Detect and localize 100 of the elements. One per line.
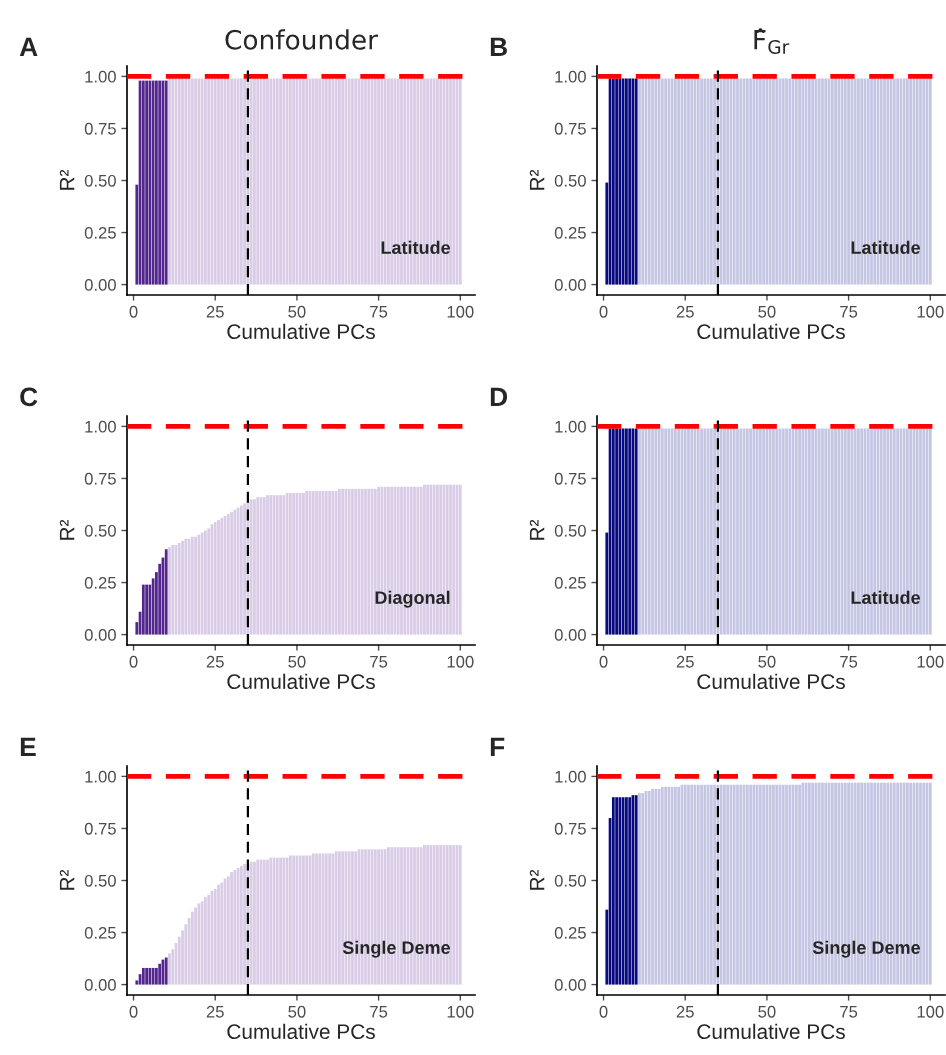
x-tick-label: 25 bbox=[676, 305, 694, 318]
y-tick-label: 0.25 bbox=[84, 226, 116, 239]
x-tick-label: 25 bbox=[206, 1005, 224, 1018]
x-axis-title: Cumulative PCs bbox=[697, 323, 845, 340]
y-tick-label: 1.00 bbox=[85, 420, 116, 433]
y-tick-label: 0.25 bbox=[554, 926, 586, 939]
x-tick-label: 50 bbox=[288, 305, 306, 318]
bar bbox=[164, 549, 168, 635]
y-axis-title: R² bbox=[529, 169, 545, 190]
bar bbox=[168, 953, 171, 985]
y-axis-title: R² bbox=[529, 519, 545, 540]
y-tick-label: 0.50 bbox=[84, 874, 116, 887]
annotation: Latitude bbox=[381, 240, 451, 255]
bar bbox=[148, 80, 152, 285]
bar bbox=[755, 784, 759, 985]
x-tick-label: 50 bbox=[288, 1005, 306, 1018]
y-tick-label: 0.50 bbox=[554, 524, 586, 537]
x-tick-label: 75 bbox=[370, 656, 388, 668]
annotation: Latitude bbox=[851, 240, 921, 255]
x-axis-title: Cumulative PCs bbox=[227, 1023, 375, 1040]
x-axis-title: Cumulative PCs bbox=[227, 673, 375, 690]
bar bbox=[155, 967, 158, 985]
x-tick-label: 0 bbox=[129, 1005, 138, 1018]
bar bbox=[145, 80, 148, 285]
bar bbox=[155, 80, 158, 285]
x-tick-label: 75 bbox=[840, 306, 858, 318]
x-tick-label: 75 bbox=[840, 656, 858, 668]
y-axis-title: R² bbox=[59, 519, 75, 540]
y-tick-label: 0.00 bbox=[554, 628, 586, 641]
bar bbox=[801, 782, 805, 985]
bar bbox=[670, 786, 674, 985]
x-tick-label: 100 bbox=[917, 1005, 944, 1018]
y-tick-label: 1.00 bbox=[555, 70, 586, 83]
x-tick-label: 0 bbox=[599, 655, 608, 668]
annotation: Single Deme bbox=[812, 940, 921, 958]
x-tick-label: 50 bbox=[758, 1005, 776, 1018]
x-tick-label: 25 bbox=[676, 1005, 694, 1018]
x-tick-label: 75 bbox=[840, 1006, 858, 1018]
x-tick-label: 0 bbox=[129, 305, 138, 318]
y-tick-label: 0.75 bbox=[84, 822, 116, 835]
x-axis-title: Cumulative PCs bbox=[227, 323, 375, 340]
bar bbox=[145, 584, 148, 635]
bar bbox=[621, 797, 625, 985]
x-tick-label: 0 bbox=[599, 305, 608, 318]
y-tick-label: 0.00 bbox=[84, 628, 116, 641]
y-axis-title: R² bbox=[59, 169, 75, 190]
text: D bbox=[490, 387, 508, 406]
x-tick-label: 100 bbox=[917, 655, 944, 668]
bar bbox=[615, 797, 618, 985]
x-tick-label: 0 bbox=[129, 655, 138, 668]
y-tick-label: 0.50 bbox=[84, 174, 116, 187]
y-tick-label: 0.75 bbox=[554, 822, 586, 835]
bar bbox=[158, 963, 162, 985]
y-tick-label: 0.75 bbox=[554, 472, 586, 485]
bar bbox=[168, 547, 171, 635]
bar bbox=[618, 797, 622, 985]
x-tick-label: 100 bbox=[917, 305, 944, 318]
x-tick-label: 100 bbox=[447, 655, 474, 668]
bar bbox=[625, 797, 628, 985]
y-tick-label: 0.50 bbox=[84, 524, 116, 537]
text: B bbox=[490, 37, 507, 56]
y-tick-label: 0.50 bbox=[554, 874, 586, 887]
bar bbox=[168, 78, 171, 285]
annotation: Latitude bbox=[851, 590, 921, 605]
y-tick-label: 0.50 bbox=[554, 174, 586, 187]
annotation: Diagonal bbox=[375, 590, 450, 608]
y-tick-label: 1.00 bbox=[555, 420, 586, 433]
bar bbox=[804, 782, 808, 985]
y-tick-label: 1.00 bbox=[85, 770, 116, 783]
x-axis-title: Cumulative PCs bbox=[697, 673, 845, 690]
y-tick-label: 0.00 bbox=[554, 278, 586, 291]
bar bbox=[145, 967, 148, 985]
x-tick-label: 25 bbox=[206, 655, 224, 668]
bar bbox=[611, 797, 615, 985]
y-tick-label: 0.75 bbox=[84, 122, 116, 135]
chart-title: F̂$_{Gr}$ bbox=[754, 28, 790, 54]
text: A bbox=[19, 37, 38, 56]
y-tick-label: 0.00 bbox=[84, 278, 116, 291]
bar bbox=[151, 967, 155, 985]
x-tick-label: 75 bbox=[370, 1006, 388, 1018]
x-tick-label: 50 bbox=[758, 305, 776, 318]
x-tick-label: 100 bbox=[447, 1005, 474, 1018]
bar bbox=[151, 80, 155, 285]
y-axis-title: R² bbox=[529, 869, 545, 890]
x-tick-label: 50 bbox=[758, 655, 776, 668]
y-axis-title: R² bbox=[59, 869, 75, 890]
x-tick-label: 100 bbox=[447, 305, 474, 318]
chart-title: Confounder bbox=[225, 29, 379, 50]
x-tick-label: 25 bbox=[206, 305, 224, 318]
x-axis-title: Cumulative PCs bbox=[697, 1023, 845, 1040]
y-tick-label: 0.25 bbox=[84, 576, 116, 589]
y-tick-label: 0.00 bbox=[84, 978, 116, 991]
bar bbox=[752, 784, 756, 985]
text: E bbox=[20, 737, 36, 756]
annotation: Single Deme bbox=[342, 940, 451, 958]
y-tick-label: 0.75 bbox=[554, 122, 586, 135]
y-tick-label: 1.00 bbox=[85, 70, 116, 83]
text: C bbox=[20, 387, 38, 407]
y-tick-label: 0.25 bbox=[84, 926, 116, 939]
y-tick-label: 1.00 bbox=[555, 770, 586, 783]
